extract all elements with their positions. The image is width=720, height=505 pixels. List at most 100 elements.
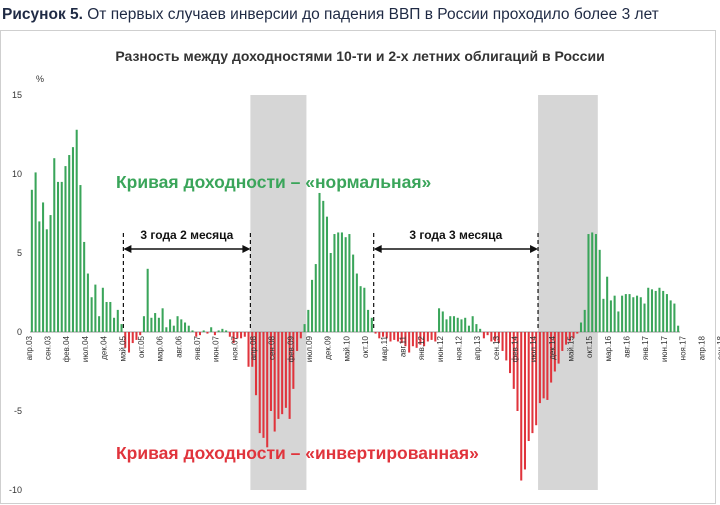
- x-tick-label: фев.09: [286, 335, 295, 362]
- bar: [150, 317, 153, 332]
- bar: [314, 264, 317, 332]
- bar: [333, 234, 336, 332]
- x-tick-label: окт.10: [361, 335, 370, 357]
- bar: [381, 332, 385, 337]
- bar: [609, 300, 612, 332]
- bar: [221, 328, 224, 332]
- bar: [613, 295, 616, 332]
- x-tick-label: мар.06: [156, 335, 165, 361]
- bars: [30, 129, 680, 481]
- bar: [101, 287, 104, 332]
- bar: [277, 332, 280, 419]
- bar: [105, 301, 108, 332]
- bar: [337, 232, 340, 332]
- x-tick-label: янв.07: [193, 335, 202, 360]
- bar: [30, 189, 33, 332]
- bar: [490, 332, 493, 342]
- bar: [75, 129, 78, 332]
- bar: [520, 332, 523, 481]
- figure-caption-label: Рисунок 5.: [2, 6, 83, 23]
- bar: [497, 332, 500, 344]
- bar: [154, 313, 157, 332]
- bar: [217, 330, 220, 332]
- bar: [658, 287, 661, 332]
- bar: [135, 332, 138, 340]
- bar: [374, 332, 377, 334]
- bar: [602, 298, 605, 332]
- bar: [411, 332, 414, 347]
- x-tick-label: янв.12: [417, 335, 426, 360]
- bar: [535, 332, 538, 426]
- bar: [94, 284, 97, 332]
- bar: [568, 332, 571, 342]
- chart-title: Разность между доходностями 10-ти и 2-х …: [115, 48, 605, 64]
- bar: [180, 319, 183, 332]
- bar: [475, 324, 478, 332]
- bar: [172, 325, 175, 332]
- bar: [53, 158, 56, 332]
- bar: [42, 202, 45, 332]
- bar: [494, 332, 497, 342]
- bar: [509, 332, 512, 374]
- span-arrow-head-left: [373, 245, 382, 253]
- bar: [240, 332, 243, 339]
- x-tick-label: июл.09: [305, 335, 314, 362]
- bar: [598, 249, 601, 332]
- bar: [90, 297, 93, 332]
- bar: [557, 332, 560, 364]
- bar: [254, 332, 258, 396]
- bar: [236, 332, 239, 339]
- bar: [292, 332, 295, 389]
- y-axis-label: %: [36, 74, 44, 84]
- bar: [120, 324, 123, 332]
- bar: [191, 330, 194, 332]
- x-tick-label: мар.16: [604, 335, 613, 361]
- figure-caption: Рисунок 5. От первых случаев инверсии до…: [2, 6, 718, 24]
- bar: [157, 317, 160, 332]
- bar: [210, 327, 213, 332]
- bar: [583, 309, 586, 332]
- x-tick-label: июн.17: [660, 335, 669, 362]
- span-arrow-head-right: [242, 245, 251, 253]
- bar: [460, 319, 463, 332]
- bar: [146, 268, 149, 332]
- bar: [576, 332, 579, 334]
- bar: [206, 332, 209, 334]
- bar: [426, 332, 429, 342]
- bar: [438, 308, 441, 332]
- x-tick-label: сен.03: [44, 335, 53, 360]
- bar: [639, 297, 642, 332]
- bar: [486, 332, 489, 336]
- bar: [213, 332, 216, 336]
- bar: [363, 287, 366, 332]
- bar: [352, 254, 355, 332]
- bar: [456, 317, 459, 332]
- bar: [303, 324, 306, 332]
- bar: [98, 316, 101, 332]
- bar: [344, 237, 347, 332]
- bar: [79, 185, 82, 332]
- bar: [262, 332, 265, 438]
- bar: [553, 332, 556, 372]
- bar: [127, 332, 131, 353]
- span-arrow-head-right: [530, 245, 539, 253]
- x-tick-label: сен.18: [716, 335, 720, 360]
- bar: [161, 308, 164, 332]
- bar: [142, 316, 145, 332]
- x-tick-label: фев.04: [62, 335, 71, 362]
- bar: [565, 332, 568, 345]
- bar: [378, 332, 381, 339]
- bar: [281, 332, 284, 415]
- bar: [400, 332, 403, 344]
- bar: [606, 276, 609, 332]
- bar: [550, 332, 553, 383]
- bar: [572, 332, 575, 339]
- bar: [617, 311, 620, 332]
- bar: [34, 172, 37, 332]
- bar: [68, 155, 71, 332]
- bar: [385, 332, 388, 339]
- x-tick-label: дек.04: [100, 335, 109, 359]
- x-tick-label: ноя.07: [230, 335, 239, 360]
- bar: [232, 332, 235, 344]
